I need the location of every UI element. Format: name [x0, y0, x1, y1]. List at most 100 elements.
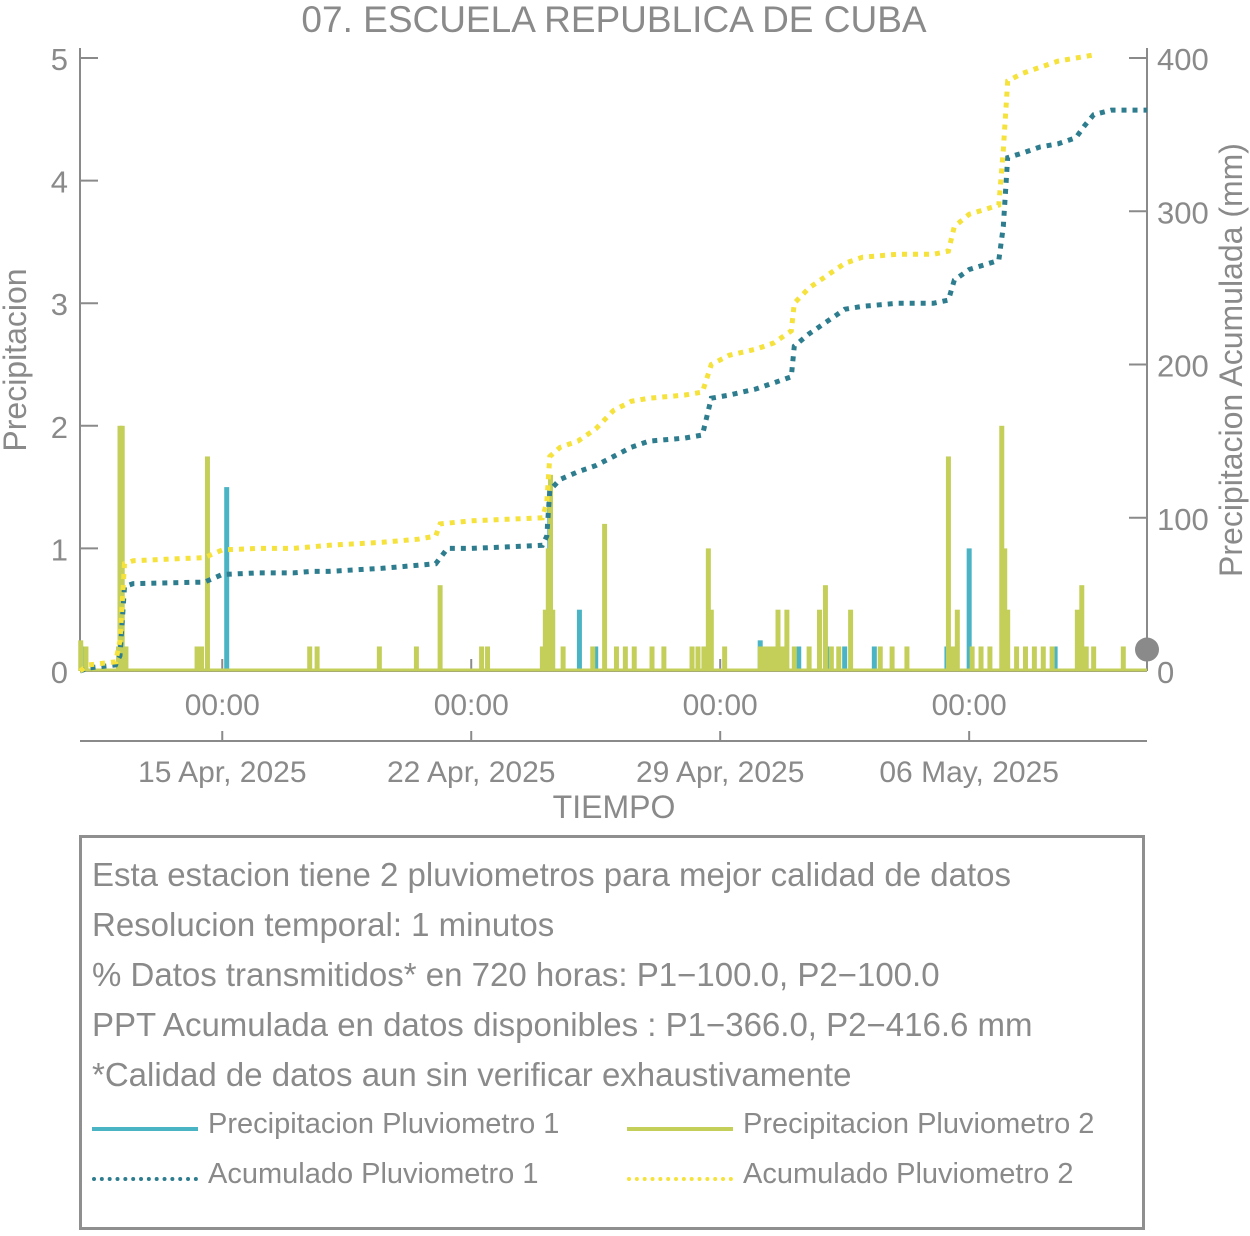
p2-bar: [1022, 646, 1028, 671]
p2-bar: [542, 609, 548, 671]
p2-bar: [1014, 646, 1020, 671]
p2-bar: [791, 646, 797, 671]
p2-bar: [945, 456, 951, 671]
y2-axis-label: Precipitacion Acumulada (mm): [1213, 143, 1249, 577]
x-tick-time-label: 00:00: [683, 689, 758, 722]
p1-bar: [796, 646, 802, 671]
y-tick-label: 4: [51, 165, 68, 200]
p2-bar: [413, 646, 419, 671]
p2-bar: [999, 425, 1005, 671]
p2-bar: [779, 646, 785, 671]
p1-bar: [1052, 646, 1058, 671]
p2-bar: [479, 646, 485, 671]
p2-bar: [539, 646, 545, 671]
p2-bar: [204, 456, 210, 671]
p2-bar: [1002, 548, 1008, 671]
p2-bar: [194, 646, 200, 671]
info-line-accumulated: PPT Acumulada en datos disponibles : P1−…: [92, 1006, 1033, 1043]
p2-bar: [649, 646, 655, 671]
y-tick-label: 2: [51, 410, 68, 445]
p2-bar: [701, 646, 707, 671]
p2-bar: [1120, 646, 1126, 671]
p2-bar: [822, 585, 828, 671]
x-tick-time-label: 00:00: [932, 689, 1007, 722]
x-tick-time-label: 00:00: [185, 689, 260, 722]
accumulated-lines: [78, 52, 1159, 674]
p2-bar: [485, 646, 491, 671]
tick-labels: 0 1 2 3 4 5 0 100 200 300 400 00:00 15 Apr, 2025 00:0…: [51, 42, 1209, 789]
legend-label-acc1: Acumulado Pluviometro 1: [208, 1158, 539, 1190]
p2-bar: [613, 646, 619, 671]
p2-bar: [590, 646, 596, 671]
axes: [79, 48, 1148, 742]
p2-bar: [1040, 646, 1046, 671]
end-marker: [1135, 637, 1159, 662]
p2-bar: [689, 646, 695, 671]
info-line-quality-note: *Calidad de datos aun sin verificar exha…: [92, 1056, 852, 1093]
p2-bar: [1049, 646, 1055, 671]
y-tick-label: 5: [51, 42, 68, 77]
p2-bar: [695, 646, 701, 671]
p2-bar: [1031, 646, 1037, 671]
p2-bar: [848, 609, 854, 671]
p2-bar: [631, 646, 637, 671]
p2-bar: [828, 646, 834, 671]
y-axis-label: Precipitacion: [0, 268, 33, 451]
p2-bar: [602, 523, 608, 671]
p2-bar: [119, 425, 125, 671]
p2-bar: [969, 646, 975, 671]
y2-tick-label: 200: [1157, 349, 1209, 384]
p2-bar: [1074, 609, 1080, 671]
y2-tick-label: 100: [1157, 502, 1209, 537]
rainfall-chart: 07. ESCUELA REPUBLICA DE CUBA Precipitac…: [0, 0, 1249, 825]
p2-bar: [199, 646, 205, 671]
x-tick-date-label: 15 Apr, 2025: [138, 756, 307, 789]
p2-bar: [1091, 646, 1097, 671]
p2-bar: [877, 646, 883, 671]
p2-bar: [437, 585, 443, 671]
p2-bar: [78, 640, 84, 671]
legend-label-p1: Precipitacion Pluviometro 1: [208, 1108, 560, 1140]
p2-bar: [836, 646, 842, 671]
p2-bar: [775, 609, 781, 671]
p2-bar: [83, 646, 89, 671]
legend-swatch-p1: [92, 1127, 198, 1131]
y-tick-label: 0: [51, 655, 68, 690]
p2-bar: [560, 646, 566, 671]
p2-bar: [722, 646, 728, 671]
p2-bar: [978, 646, 984, 671]
info-line-transmitted: % Datos transmitidos* en 720 horas: P1−1…: [92, 956, 940, 993]
p2-bar: [889, 646, 895, 671]
p2-bar: [806, 646, 812, 671]
p2-bar: [757, 646, 763, 671]
p2-bar: [762, 646, 768, 671]
p2-bar: [904, 646, 910, 671]
p2-bar: [1079, 585, 1085, 671]
acc2-line: [78, 52, 1095, 674]
x-tick-date-label: 22 Apr, 2025: [387, 756, 556, 789]
y-tick-label: 3: [51, 287, 68, 322]
p2-bar: [376, 646, 382, 671]
p2-bar: [954, 609, 960, 671]
y2-tick-label: 400: [1157, 42, 1209, 77]
p2-bar: [771, 646, 777, 671]
p1-bar: [966, 548, 972, 671]
p1-bar: [576, 609, 582, 671]
y2-tick-label: 300: [1157, 195, 1209, 230]
p2-bar: [766, 646, 772, 671]
p2-bar: [816, 609, 822, 671]
precipitation-bars: [78, 425, 1147, 672]
p1-bar: [871, 646, 877, 671]
y-tick-label: 1: [51, 532, 68, 567]
chart-title: 07. ESCUELA REPUBLICA DE CUBA: [301, 0, 926, 40]
p2-bar: [708, 609, 714, 671]
p2-bar: [1005, 609, 1011, 671]
p2-bar: [987, 646, 993, 671]
legend-swatch-p2: [627, 1127, 733, 1131]
x-tick-time-label: 00:00: [434, 689, 509, 722]
p2-bar: [950, 646, 956, 671]
x-tick-date-label: 29 Apr, 2025: [636, 756, 805, 789]
p2-bar: [550, 609, 556, 671]
p1-bar: [593, 646, 599, 671]
p2-bar: [548, 474, 554, 671]
